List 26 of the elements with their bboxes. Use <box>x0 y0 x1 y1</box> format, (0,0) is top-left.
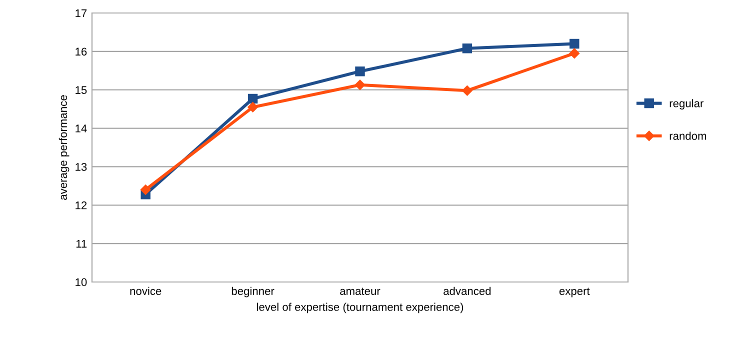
y-tick-label: 16 <box>76 48 87 56</box>
point <box>570 38 580 49</box>
y-tick-label: 15 <box>76 86 87 94</box>
y-tick-label: 13 <box>76 162 87 171</box>
legend-label: regular <box>670 99 704 110</box>
x-tick-label: amateur <box>340 288 380 296</box>
x-axis-title: level of expertise (tournament experience) <box>257 302 464 314</box>
point <box>355 66 365 76</box>
y-tick-label: 10 <box>76 278 87 286</box>
legend-label: random <box>670 132 706 140</box>
x-tick-label: advanced <box>444 286 491 296</box>
y-tick-label: 14 <box>76 124 87 132</box>
point <box>569 48 580 58</box>
point <box>248 94 258 104</box>
point <box>462 43 472 54</box>
point <box>354 80 366 90</box>
point <box>140 184 151 195</box>
point <box>462 86 472 96</box>
y-axis-title: average performance <box>58 95 70 200</box>
x-tick-label: expert <box>559 288 590 298</box>
y-tick-label: 11 <box>76 240 87 248</box>
point <box>248 102 258 112</box>
y-tick-label: 12 <box>76 201 87 210</box>
x-tick-label: beginner <box>232 286 274 298</box>
y-tick-label: 17 <box>76 9 87 18</box>
x-tick-label: novice <box>130 286 162 296</box>
